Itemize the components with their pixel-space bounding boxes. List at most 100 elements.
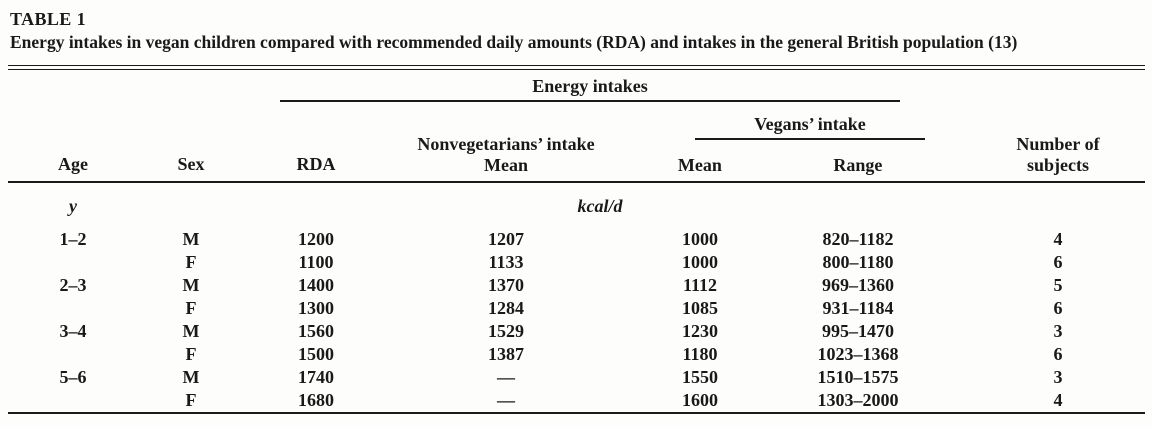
cell-nonveg-mean: — <box>497 390 515 410</box>
cell-rda: 1680 <box>298 390 334 410</box>
units-spacer-subjects <box>940 182 1145 228</box>
cell-sex: M <box>182 367 200 387</box>
cell-vegan-mean: 1230 <box>682 321 718 341</box>
cell-vegan-mean: 1600 <box>682 390 718 410</box>
sex-header-label: Sex <box>177 154 205 174</box>
number-of-subjects-header: Number of subjects <box>971 134 1145 181</box>
vegans-subheaders: Mean Range <box>624 155 940 181</box>
cell-range: 931–1184 <box>822 298 894 318</box>
cell-age: 2–3 <box>59 275 87 295</box>
table-caption: Energy intakes in vegan children compare… <box>10 32 1018 52</box>
col-header-number-of-subjects: Number of subjects <box>940 102 1146 183</box>
cell-subjects: 6 <box>1053 252 1063 272</box>
vegans-intake-header: Vegans’ intake Mean Range <box>624 102 940 181</box>
table-row: F 1100 1133 1000 800–1180 6 <box>8 251 1145 274</box>
paper-table-figure: TABLE 1 Energy intakes in vegan children… <box>8 9 1146 414</box>
top-double-rule <box>8 65 1145 70</box>
cell-nonveg-mean: — <box>497 367 515 387</box>
cell-subjects: 5 <box>1053 275 1063 295</box>
column-header-row: Age Sex RDA Nonvegetarians’ intake Mean <box>8 102 1146 183</box>
cell-range: 969–1360 <box>822 275 894 295</box>
cell-vegan-mean: 1000 <box>682 252 718 272</box>
energy-intakes-table: Energy intakes Age Sex RDA Nonvegetarian… <box>8 70 1146 412</box>
cell-age <box>8 343 138 366</box>
cell-subjects: 3 <box>1053 367 1063 387</box>
table-label: TABLE 1 <box>10 9 86 29</box>
spanner-spacer-left <box>8 70 244 102</box>
cell-range: 820–1182 <box>822 229 894 249</box>
cell-range: 800–1180 <box>822 252 894 272</box>
cell-nonveg-mean: 1284 <box>488 298 524 318</box>
table-row: 1–2 M 1200 1207 1000 820–1182 4 <box>8 228 1145 251</box>
cell-sex: M <box>182 275 200 295</box>
col-header-age: Age <box>8 102 138 183</box>
cell-age <box>8 297 138 320</box>
age-header-label: Age <box>58 154 88 174</box>
cell-rda: 1500 <box>298 344 334 364</box>
spanner-header-row: Energy intakes <box>8 70 1145 102</box>
cell-vegan-mean: 1112 <box>682 275 717 295</box>
cell-range: 1510–1575 <box>817 367 899 387</box>
cell-nonveg-mean: 1133 <box>488 252 524 272</box>
cell-sex: F <box>185 390 197 410</box>
units-energy: kcal/d <box>577 196 623 216</box>
cell-rda: 1200 <box>298 229 334 249</box>
table-row: 3–4 M 1560 1529 1230 995–1470 3 <box>8 320 1145 343</box>
col-group-energy-intakes: Energy intakes <box>244 70 940 102</box>
cell-subjects: 6 <box>1053 298 1063 318</box>
spanner-spacer-right <box>940 70 1145 102</box>
cell-nonveg-mean: 1370 <box>488 275 524 295</box>
cell-age <box>8 251 138 274</box>
subjects-header-line2: subjects <box>1027 155 1090 175</box>
cell-sex: M <box>182 229 200 249</box>
cell-subjects: 3 <box>1053 321 1063 341</box>
cell-rda: 1100 <box>298 252 334 272</box>
table-row: 2–3 M 1400 1370 1112 969–1360 5 <box>8 274 1145 297</box>
col-group-vegans-intake: Vegans’ intake Mean Range <box>624 102 941 183</box>
cell-subjects: 6 <box>1053 344 1063 364</box>
col-header-nonvegetarians-intake: Nonvegetarians’ intake Mean <box>388 102 624 183</box>
cell-subjects: 4 <box>1053 390 1063 410</box>
cell-rda: 1740 <box>298 367 334 387</box>
table-row: F 1680 — 1600 1303–2000 4 <box>8 389 1145 412</box>
cell-range: 1303–2000 <box>817 390 899 410</box>
cell-range: 1023–1368 <box>817 344 899 364</box>
col-header-vegan-range: Range <box>833 155 883 175</box>
cell-nonveg-mean: 1387 <box>488 344 524 364</box>
cell-age: 5–6 <box>59 367 87 387</box>
cell-vegan-mean: 1085 <box>682 298 718 318</box>
cell-age <box>8 389 138 412</box>
cell-sex: F <box>185 298 197 318</box>
bottom-rule <box>8 412 1145 414</box>
cell-nonveg-mean: 1529 <box>488 321 524 341</box>
cell-range: 995–1470 <box>822 321 894 341</box>
cell-age: 3–4 <box>59 321 87 341</box>
units-age: y <box>69 196 77 216</box>
nonvegetarians-intake-label: Nonvegetarians’ intake <box>417 134 595 154</box>
table-row: F 1500 1387 1180 1023–1368 6 <box>8 343 1145 366</box>
subjects-header-line1: Number of <box>1016 134 1100 154</box>
units-row: y kcal/d <box>8 182 1145 228</box>
col-header-sex: Sex <box>138 102 244 183</box>
nonvegetarians-mean-label: Mean <box>484 155 528 175</box>
cell-sex: F <box>185 252 197 272</box>
energy-intakes-group-label: Energy intakes <box>280 76 901 102</box>
rda-header-label: RDA <box>296 154 336 174</box>
nonvegetarians-intake-header: Nonvegetarians’ intake Mean <box>388 134 624 181</box>
cell-rda: 1400 <box>298 275 334 295</box>
cell-rda: 1300 <box>298 298 334 318</box>
table-row: F 1300 1284 1085 931–1184 6 <box>8 297 1145 320</box>
cell-rda: 1560 <box>298 321 334 341</box>
cell-vegan-mean: 1000 <box>682 229 718 249</box>
cell-vegan-mean: 1180 <box>682 344 718 364</box>
col-header-rda: RDA <box>244 102 388 183</box>
cell-nonveg-mean: 1207 <box>488 229 524 249</box>
cell-sex: M <box>182 321 200 341</box>
cell-vegan-mean: 1550 <box>682 367 718 387</box>
col-header-vegan-mean: Mean <box>677 155 722 175</box>
units-spacer-sex <box>138 182 244 228</box>
vegans-intake-group-label: Vegans’ intake <box>695 114 926 140</box>
table-row: 5–6 M 1740 — 1550 1510–1575 3 <box>8 366 1145 389</box>
cell-sex: F <box>185 344 197 364</box>
cell-subjects: 4 <box>1053 229 1063 249</box>
